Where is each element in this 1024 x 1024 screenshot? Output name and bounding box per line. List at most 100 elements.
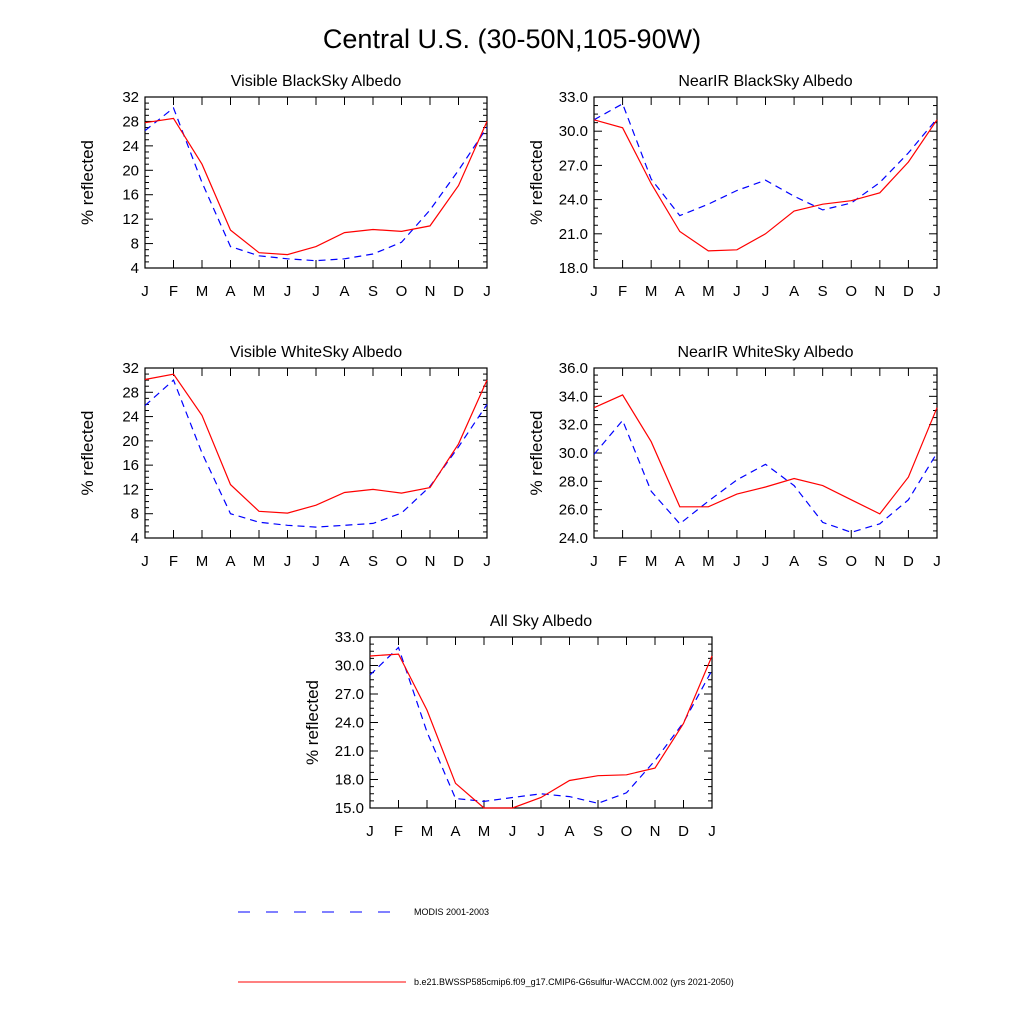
- y-tick-label: 4: [131, 530, 139, 547]
- y-tick-label: 18.0: [559, 260, 588, 277]
- y-tick-label: 16: [122, 457, 139, 474]
- x-tick-label: J: [284, 283, 292, 300]
- x-tick-label: S: [368, 283, 378, 300]
- legend-label-2: b.e21.BWSSP585cmip6.f09_g17.CMIP6-G6sulf…: [414, 977, 734, 987]
- y-tick-label: 21.0: [559, 226, 588, 243]
- legend-label-1: MODIS 2001-2003: [414, 907, 489, 917]
- x-tick-label: F: [618, 283, 627, 300]
- x-tick-label: D: [453, 553, 464, 570]
- x-tick-label: J: [537, 823, 545, 840]
- x-tick-label: J: [762, 283, 770, 300]
- y-tick-label: 20: [122, 162, 139, 179]
- x-tick-label: J: [141, 283, 149, 300]
- y-axis-label: % reflected: [527, 140, 546, 225]
- x-tick-label: M: [702, 283, 715, 300]
- x-tick-label: M: [645, 553, 658, 570]
- x-tick-label: J: [284, 553, 292, 570]
- x-tick-label: J: [762, 553, 770, 570]
- y-tick-label: 24.0: [559, 192, 588, 209]
- x-tick-label: J: [312, 283, 320, 300]
- y-tick-label: 28: [122, 384, 139, 401]
- series-line-model: [144, 373, 488, 514]
- series-line-model: [144, 117, 488, 256]
- series-line-model: [593, 119, 938, 252]
- y-tick-label: 33.0: [559, 89, 588, 106]
- y-tick-label: 16: [122, 187, 139, 204]
- x-tick-label: N: [874, 283, 885, 300]
- x-tick-label: J: [483, 553, 491, 570]
- y-tick-label: 26.0: [559, 502, 588, 519]
- x-tick-label: M: [196, 553, 209, 570]
- y-tick-label: 30.0: [559, 445, 588, 462]
- y-tick-label: 28: [122, 113, 139, 130]
- y-tick-label: 4: [131, 260, 139, 277]
- x-tick-label: N: [425, 553, 436, 570]
- y-axis-label: % reflected: [78, 410, 97, 495]
- y-tick-label: 28.0: [559, 473, 588, 490]
- series-line-model: [369, 653, 713, 809]
- legend: MODIS 2001-2003 b.e21.BWSSP585cmip6.f09_g…: [238, 907, 734, 987]
- y-tick-label: 18.0: [335, 772, 364, 789]
- x-tick-label: A: [450, 823, 460, 840]
- series-line-modis: [369, 646, 713, 804]
- y-tick-label: 21.0: [335, 743, 364, 760]
- x-tick-label: M: [702, 553, 715, 570]
- plot-frame: [369, 636, 713, 809]
- y-tick-label: 27.0: [335, 686, 364, 703]
- y-tick-label: 24: [122, 138, 139, 155]
- y-axis-label: % reflected: [303, 680, 322, 765]
- y-tick-label: 24.0: [335, 715, 364, 732]
- x-tick-label: F: [618, 553, 627, 570]
- y-tick-label: 32: [122, 360, 139, 377]
- y-tick-label: 20: [122, 433, 139, 450]
- y-tick-label: 8: [131, 506, 139, 523]
- x-tick-label: M: [421, 823, 434, 840]
- x-tick-label: J: [366, 823, 374, 840]
- x-tick-label: A: [339, 283, 349, 300]
- plot-frame: [144, 367, 488, 539]
- y-tick-label: 27.0: [559, 157, 588, 174]
- series-line-modis: [593, 419, 938, 533]
- panel-title: Visible BlackSky Albedo: [231, 73, 402, 90]
- y-tick-label: 32.0: [559, 417, 588, 434]
- y-axis-label: % reflected: [78, 140, 97, 225]
- y-tick-label: 12: [122, 211, 139, 228]
- x-tick-label: N: [650, 823, 661, 840]
- x-tick-label: S: [368, 553, 378, 570]
- x-tick-label: J: [312, 553, 320, 570]
- x-tick-label: D: [903, 283, 914, 300]
- x-tick-label: M: [253, 553, 266, 570]
- y-tick-label: 30.0: [335, 658, 364, 675]
- x-tick-label: J: [590, 283, 598, 300]
- y-tick-label: 32: [122, 89, 139, 106]
- y-tick-label: 24.0: [559, 530, 588, 547]
- x-tick-label: O: [845, 283, 857, 300]
- x-tick-label: J: [141, 553, 149, 570]
- x-tick-label: O: [396, 283, 408, 300]
- x-tick-label: D: [678, 823, 689, 840]
- x-tick-label: M: [478, 823, 491, 840]
- y-tick-label: 34.0: [559, 388, 588, 405]
- x-tick-label: J: [483, 283, 491, 300]
- x-tick-label: A: [789, 283, 799, 300]
- x-tick-label: D: [453, 283, 464, 300]
- y-tick-label: 36.0: [559, 360, 588, 377]
- x-tick-label: J: [733, 283, 741, 300]
- x-tick-label: J: [708, 823, 716, 840]
- x-tick-label: J: [733, 553, 741, 570]
- x-tick-label: A: [675, 283, 685, 300]
- x-tick-label: A: [564, 823, 574, 840]
- x-tick-label: F: [169, 283, 178, 300]
- x-tick-label: A: [789, 553, 799, 570]
- figure-title: Central U.S. (30-50N,105-90W): [323, 24, 701, 54]
- x-tick-label: A: [225, 283, 235, 300]
- x-tick-label: D: [903, 553, 914, 570]
- x-tick-label: J: [590, 553, 598, 570]
- x-tick-label: J: [933, 283, 941, 300]
- x-tick-label: O: [396, 553, 408, 570]
